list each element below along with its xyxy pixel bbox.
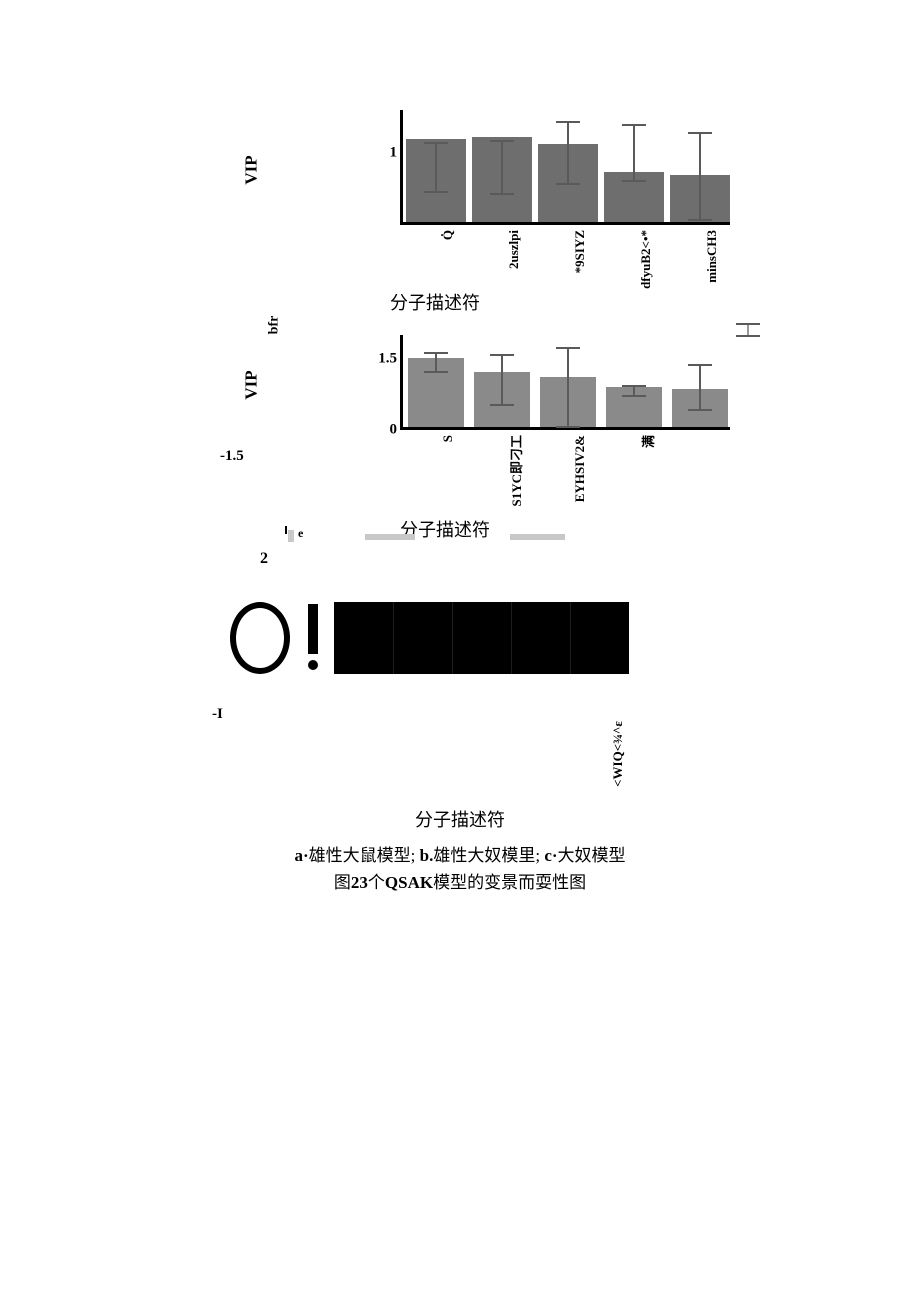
error-bar (699, 364, 701, 412)
error-bar (435, 142, 437, 192)
caption-line-2: 图23个QSAK模型的变景而耍性图 (170, 869, 750, 896)
caption-text: 图 (334, 873, 351, 892)
error-bar (501, 140, 503, 195)
figure-page: 1Q̇2uszlpi*9SIYZdfyuB2<•*minsCH3 VIP 分子描… (170, 110, 750, 896)
error-bar (699, 132, 701, 222)
caption-text: 雄性大奴模里; (433, 846, 540, 865)
panel-a-plot: 1Q̇2uszlpi*9SIYZdfyuB2<•*minsCH3 (400, 110, 730, 225)
caption-num: 23 (351, 873, 368, 892)
error-bar (633, 124, 635, 182)
panel-c-tick-e: e (298, 526, 303, 541)
caption-c: c· (544, 846, 557, 865)
panel-c-right-vertical: <WIQ<¾^ε (610, 721, 626, 787)
caption-line-1: a·雄性大鼠模型; b.雄性大奴模里; c·大奴模型 (170, 842, 750, 869)
error-bar (567, 121, 569, 186)
bang-stem (308, 604, 318, 654)
error-bar (633, 385, 635, 397)
black-block (334, 602, 629, 674)
block-division (393, 602, 394, 674)
caption-qsak: QSAK (385, 873, 433, 892)
oval-shape (230, 602, 290, 674)
block-division (511, 602, 512, 674)
ytick: 1 (390, 145, 398, 162)
ghost-tick (285, 526, 287, 534)
panel-c-xaxis-title: 分子描述符 (170, 806, 750, 832)
caption-text: 个 (368, 873, 385, 892)
error-bar (567, 347, 569, 428)
bang-dot (308, 660, 318, 670)
block-division (452, 602, 453, 674)
panel-c: 2 -I <WIQ<¾^ε 分子描述符 (170, 550, 750, 832)
panel-b-plot: 01.5SS1YC即刁工EYHSIV2&满 (400, 335, 730, 430)
ghost-error (747, 323, 749, 337)
block-division (570, 602, 571, 674)
ghost-bar (510, 534, 565, 540)
panel-b-stray-left: -1.5 (220, 448, 244, 465)
caption-b: b. (420, 846, 434, 865)
error-bar (435, 352, 437, 373)
panel-a-ylabel: VIP (242, 155, 262, 184)
bfr-label: bfr (266, 316, 282, 335)
panel-c-row (170, 596, 750, 686)
panel-b-ylabel: VIP (242, 370, 262, 399)
caption-a: a· (294, 846, 308, 865)
panel-c-left-2: 2 (260, 550, 840, 568)
panel-c-below-left: -I (212, 706, 223, 723)
ghost-bar (365, 534, 415, 540)
caption-text: 模型的变景而耍性图 (433, 873, 586, 892)
ghost-bar (288, 530, 294, 542)
panel-a-xaxis-title: 分子描述符 (390, 289, 480, 315)
error-bar (501, 354, 503, 406)
panel-a: 1Q̇2uszlpi*9SIYZdfyuB2<•*minsCH3 VIP 分子描… (170, 110, 750, 325)
figure-caption: a·雄性大鼠模型; b.雄性大奴模里; c·大奴模型 图23个QSAK模型的变景… (170, 842, 750, 896)
ytick: 1.5 (378, 350, 397, 367)
caption-text: 雄性大鼠模型; (309, 846, 416, 865)
caption-text: 大奴模型 (558, 846, 626, 865)
panel-b: 01.5SS1YC即刁工EYHSIV2&满 VIP -1.5 分子描述符 e (170, 335, 750, 540)
